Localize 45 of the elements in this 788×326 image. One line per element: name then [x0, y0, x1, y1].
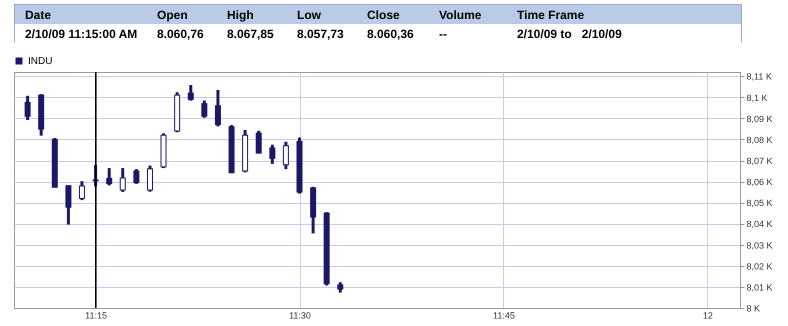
- candlestick: [78, 181, 85, 200]
- candlestick: [256, 130, 262, 154]
- y-tick-label: 8,07 K: [746, 156, 773, 166]
- y-tick-label: 8,08 K: [746, 134, 773, 145]
- x-tick-label: 11:30: [289, 310, 311, 320]
- candlestick: [214, 90, 221, 126]
- text: 2/10/09 11:15:00 AM: [25, 26, 138, 40]
- x-tick-label: 11:15: [85, 310, 108, 320]
- x-tick-label: 11:45: [493, 310, 515, 320]
- legend-label: INDU: [28, 56, 52, 67]
- text: 2/10/09 to 2/10/09: [517, 26, 622, 40]
- y-tick-label: 8 K: [746, 304, 760, 314]
- text: 8.057,73: [297, 26, 344, 40]
- candlestick: [269, 144, 276, 164]
- candlestick: [65, 185, 72, 225]
- candlestick: [133, 169, 140, 184]
- y-tick-label: 8,1 K: [746, 92, 768, 103]
- candlestick: [24, 96, 31, 120]
- text: Close: [367, 8, 400, 22]
- candlestick: [120, 168, 126, 192]
- candlestick: [188, 85, 194, 101]
- text: Time Frame: [517, 8, 584, 22]
- candlestick: [106, 168, 112, 186]
- candlestick: [146, 166, 153, 192]
- candlestick: [282, 142, 289, 170]
- text: High: [227, 8, 254, 22]
- y-tick-label: 8,02 K: [746, 261, 773, 272]
- candlestick: [337, 282, 344, 293]
- text: 8.060,76: [157, 26, 204, 40]
- y-tick-label: 8,09 K: [746, 114, 773, 124]
- text: --: [439, 26, 447, 40]
- y-tick-label: 8,05 K: [746, 198, 773, 208]
- text: 8.060,36: [367, 26, 414, 40]
- text: Low: [297, 8, 321, 22]
- y-tick-label: 8,03 K: [746, 240, 773, 250]
- text: 8.067,85: [227, 26, 274, 40]
- x-tick-label: 12: [702, 310, 713, 320]
- candlestick: [201, 100, 208, 118]
- text: Open: [157, 8, 188, 22]
- y-tick-label: 8,06 K: [746, 177, 773, 188]
- y-tick-label: 8,04 K: [746, 219, 773, 230]
- text: Volume: [439, 8, 482, 22]
- y-tick-label: 8,01 K: [746, 282, 773, 292]
- y-tick-label: 8,11 K: [746, 72, 772, 82]
- text: Date: [25, 8, 52, 22]
